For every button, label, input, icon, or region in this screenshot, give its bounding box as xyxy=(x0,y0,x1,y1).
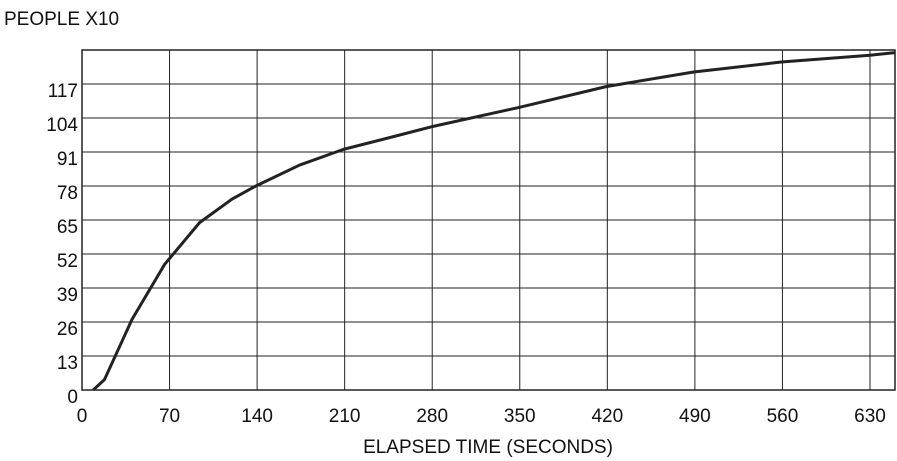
y-tick-label: 39 xyxy=(57,285,78,306)
y-axis-title: PEOPLE X10 xyxy=(4,9,119,30)
x-tick-label: 0 xyxy=(77,406,88,427)
y-tick-label: 91 xyxy=(57,149,78,170)
y-tick-label: 117 xyxy=(48,81,78,102)
x-tick-label: 630 xyxy=(854,406,886,427)
y-tick-label: 52 xyxy=(57,251,78,272)
data-line xyxy=(92,51,896,392)
x-tick-label: 490 xyxy=(679,406,711,427)
y-tick-label: 65 xyxy=(57,217,78,238)
y-tick-label: 13 xyxy=(57,353,78,374)
x-tick-label: 350 xyxy=(504,406,536,427)
x-tick-label: 210 xyxy=(329,406,361,427)
y-tick-label: 78 xyxy=(57,183,78,204)
x-tick-label: 280 xyxy=(416,406,448,427)
x-axis-title: ELAPSED TIME (SECONDS) xyxy=(363,437,613,458)
x-tick-label: 140 xyxy=(241,406,273,427)
x-tick-label: 560 xyxy=(767,406,799,427)
y-tick-label: 0 xyxy=(67,387,78,408)
y-tick-label: 26 xyxy=(57,319,78,340)
y-tick-label: 104 xyxy=(46,115,78,136)
x-tick-label: 420 xyxy=(591,406,623,427)
x-tick-label: 70 xyxy=(159,406,180,427)
